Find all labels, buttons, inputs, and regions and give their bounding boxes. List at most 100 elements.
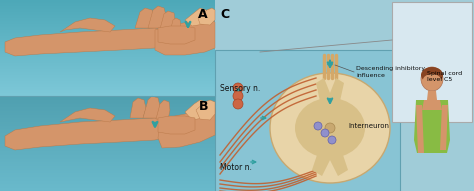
Bar <box>0 61 215 62</box>
Bar <box>0 157 215 158</box>
Circle shape <box>233 91 243 101</box>
Polygon shape <box>316 78 332 110</box>
Bar <box>0 125 215 126</box>
Bar <box>0 81 215 82</box>
Bar <box>0 175 215 176</box>
Polygon shape <box>156 100 170 120</box>
Bar <box>0 174 215 175</box>
Bar <box>0 128 215 129</box>
Bar <box>0 85 215 86</box>
Bar <box>0 45 215 46</box>
Bar <box>0 96 215 97</box>
Polygon shape <box>60 108 115 122</box>
Bar <box>0 38 215 39</box>
Bar <box>0 158 215 159</box>
Bar <box>0 50 215 51</box>
Bar <box>0 26 215 27</box>
Bar <box>0 111 215 112</box>
Polygon shape <box>158 116 195 134</box>
Bar <box>0 127 215 128</box>
Bar <box>0 104 215 105</box>
Polygon shape <box>427 91 437 100</box>
Bar <box>0 186 215 187</box>
Polygon shape <box>422 100 442 110</box>
Bar <box>0 135 215 136</box>
Bar <box>0 37 215 38</box>
Bar <box>0 168 215 169</box>
Bar <box>0 56 215 57</box>
Bar <box>0 132 215 133</box>
Polygon shape <box>185 100 207 120</box>
Bar <box>0 35 215 36</box>
Text: Motor n.: Motor n. <box>220 163 252 172</box>
Bar <box>0 59 215 60</box>
Bar <box>0 82 215 83</box>
Bar <box>0 54 215 55</box>
Bar <box>0 116 215 117</box>
Bar <box>0 42 215 43</box>
Bar <box>0 62 215 63</box>
Ellipse shape <box>421 67 443 83</box>
Text: Descending inhibitory
influence: Descending inhibitory influence <box>356 66 425 78</box>
Bar <box>0 166 215 167</box>
Bar <box>0 114 215 115</box>
Bar <box>0 79 215 80</box>
Bar <box>0 55 215 56</box>
Polygon shape <box>198 8 215 25</box>
Bar <box>0 27 215 28</box>
Bar <box>0 109 215 110</box>
Bar <box>0 47 215 48</box>
Polygon shape <box>328 146 348 176</box>
Bar <box>0 108 215 109</box>
Bar <box>392 2 472 122</box>
Bar <box>0 95 215 96</box>
Text: C: C <box>220 8 229 21</box>
Bar <box>0 13 215 14</box>
Bar <box>0 131 215 132</box>
Polygon shape <box>135 8 155 28</box>
Bar <box>0 24 215 25</box>
Bar <box>0 98 215 99</box>
Bar <box>0 2 215 3</box>
Bar <box>0 32 215 33</box>
Bar <box>0 188 215 189</box>
Bar <box>0 99 215 100</box>
Bar <box>0 8 215 9</box>
Bar <box>0 94 215 95</box>
Polygon shape <box>185 8 208 26</box>
Bar <box>0 164 215 165</box>
Ellipse shape <box>270 73 390 183</box>
Bar <box>0 20 215 21</box>
Polygon shape <box>155 20 215 55</box>
Bar <box>0 19 215 20</box>
Bar <box>0 33 215 34</box>
Bar <box>0 49 215 50</box>
Polygon shape <box>158 108 215 148</box>
Ellipse shape <box>422 74 441 88</box>
Bar <box>0 14 215 15</box>
Bar <box>0 21 215 22</box>
Bar <box>0 12 215 13</box>
Polygon shape <box>416 105 424 153</box>
Bar <box>0 7 215 8</box>
Bar <box>0 169 215 170</box>
Bar <box>0 110 215 111</box>
Bar <box>0 105 215 106</box>
Bar <box>0 163 215 164</box>
Polygon shape <box>170 18 181 34</box>
Bar <box>0 182 215 183</box>
Bar <box>0 150 215 151</box>
Bar <box>0 151 215 152</box>
Bar <box>0 122 215 123</box>
Bar <box>0 137 215 138</box>
Bar <box>0 0 215 1</box>
Bar <box>0 77 215 78</box>
Bar <box>0 69 215 70</box>
Bar <box>0 91 215 92</box>
Bar <box>0 138 215 139</box>
Bar <box>0 115 215 116</box>
Bar <box>0 18 215 19</box>
Bar <box>0 89 215 90</box>
Bar <box>0 6 215 7</box>
Bar <box>0 145 215 146</box>
